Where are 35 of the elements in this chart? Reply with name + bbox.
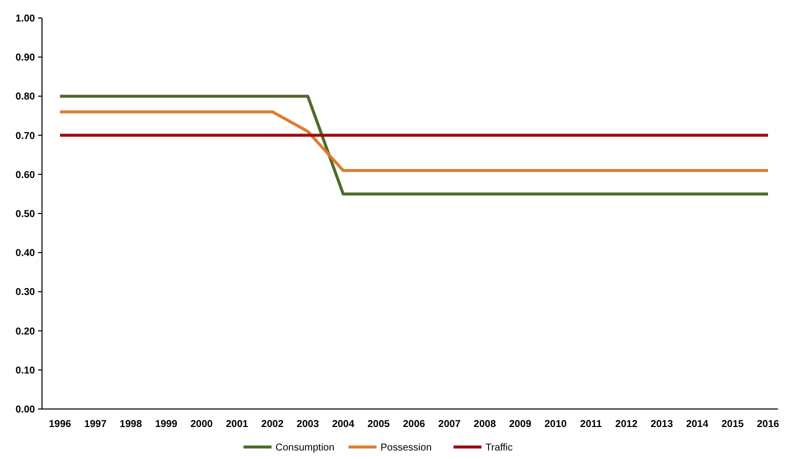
- x-tick-label: 2007: [438, 419, 461, 430]
- y-tick-label: 0.70: [16, 130, 36, 142]
- legend-label: Possession: [380, 442, 432, 454]
- x-tick-label: 1999: [155, 419, 178, 430]
- x-tick-label: 2015: [721, 419, 744, 430]
- x-tick-label: 1996: [48, 419, 72, 430]
- y-tick-label: 1.00: [16, 14, 36, 24]
- y-tick-label: 0.60: [16, 170, 36, 181]
- x-tick-label: 2012: [615, 419, 638, 430]
- x-tick-label: 2009: [509, 419, 532, 430]
- y-tick-label: 0.40: [16, 248, 36, 260]
- x-tick-label: 2005: [367, 419, 390, 430]
- y-tick-label: 0.90: [16, 52, 36, 64]
- y-tick-label: 0.80: [16, 92, 36, 103]
- x-tick-label: 2014: [686, 419, 709, 430]
- y-tick-label: 0.00: [16, 404, 36, 416]
- legend-label: Consumption: [276, 442, 334, 454]
- x-tick-label: 2008: [474, 419, 496, 430]
- x-tick-label: 2002: [261, 419, 284, 430]
- x-tick-label: 2011: [580, 419, 602, 430]
- x-tick-label: 2003: [296, 419, 320, 430]
- x-tick-label: 2006: [402, 419, 426, 430]
- x-tick-label: 2004: [332, 419, 355, 430]
- x-tick-label: 2001: [226, 419, 249, 430]
- y-tick-label: 0.20: [16, 326, 36, 338]
- x-tick-label: 2010: [544, 419, 568, 430]
- x-tick-label: 2000: [190, 419, 214, 430]
- legend-label: Traffic: [486, 442, 513, 454]
- x-tick-label: 2016: [756, 419, 780, 430]
- y-tick-label: 0.30: [16, 287, 36, 298]
- x-tick-label: 1997: [84, 419, 107, 430]
- x-tick-label: 2013: [650, 419, 674, 430]
- y-tick-label: 0.50: [16, 209, 36, 220]
- y-tick-label: 0.10: [16, 365, 36, 376]
- x-tick-label: 1998: [120, 419, 142, 430]
